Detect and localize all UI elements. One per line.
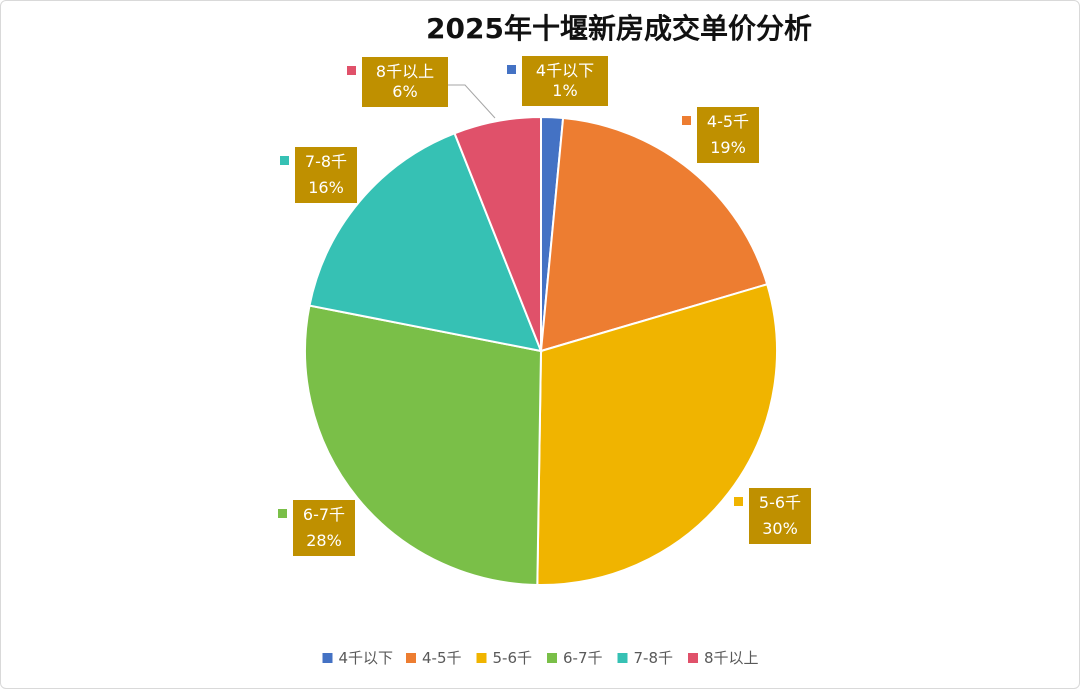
- legend: 4千以下 4-5千 5-6千 6-7千 7-8千 8千以上: [322, 649, 759, 667]
- data-label-key: [507, 65, 516, 74]
- legend-label: 5-6千: [493, 649, 533, 667]
- data-label-category: 8千以上: [376, 62, 434, 81]
- leader-lines: [448, 84, 496, 119]
- legend-label: 7-8千: [634, 649, 674, 667]
- legend-label: 6-7千: [563, 649, 603, 667]
- data-label-box: [293, 500, 355, 556]
- legend-key: [617, 653, 628, 663]
- data-label-category: 4-5千: [707, 112, 749, 131]
- data-label-key: [278, 509, 287, 518]
- legend-item-6: 8千以上: [688, 649, 759, 667]
- legend-item-5: 7-8千: [617, 649, 674, 667]
- pie-slice-3: [536, 283, 778, 586]
- data-label-2: 4-5千 19%: [682, 107, 759, 163]
- data-label-percent: 6%: [392, 82, 417, 101]
- data-label-percent: 30%: [762, 519, 798, 538]
- data-label-box: [697, 107, 759, 163]
- data-label-category: 7-8千: [305, 152, 347, 171]
- pie-slice-2: [539, 116, 769, 353]
- data-label-box: [522, 56, 608, 106]
- data-label-key: [280, 156, 289, 165]
- legend-label: 8千以上: [704, 649, 759, 667]
- data-label-box: [295, 147, 357, 203]
- legend-key: [547, 653, 557, 663]
- legend-key: [688, 653, 698, 663]
- data-label-key: [682, 116, 691, 125]
- legend-key: [322, 653, 333, 663]
- data-label-box: [749, 488, 811, 544]
- leader-line: [448, 84, 496, 119]
- legend-item-4: 6-7千: [547, 649, 603, 667]
- legend-item-3: 5-6千: [476, 649, 533, 667]
- pie-slice-6: [453, 115, 542, 352]
- data-label-5: 7-8千 16%: [280, 147, 357, 203]
- data-label-percent: 16%: [308, 178, 344, 197]
- data-label-percent: 28%: [306, 531, 342, 550]
- data-label-key: [347, 66, 356, 75]
- data-label-3: 5-6千 30%: [734, 488, 811, 544]
- legend-label: 4-5千: [422, 649, 462, 667]
- pie-slice-4: [304, 304, 543, 586]
- legend-key: [406, 653, 416, 663]
- data-label-4: 6-7千 28%: [278, 500, 355, 556]
- data-label-percent: 1%: [552, 81, 577, 100]
- pie-slice-5: [308, 131, 543, 353]
- legend-item-2: 4-5千: [406, 649, 462, 667]
- data-label-box: [362, 57, 448, 107]
- data-label-category: 6-7千: [303, 505, 345, 524]
- legend-item-1: 4千以下: [322, 649, 394, 667]
- data-label-category: 5-6千: [759, 493, 801, 512]
- data-label-key: [734, 497, 743, 506]
- pie-slices: [304, 115, 778, 586]
- legend-label: 4千以下: [339, 649, 394, 667]
- data-label-percent: 19%: [710, 138, 746, 157]
- data-label-category: 4千以下: [536, 61, 594, 80]
- legend-key: [476, 653, 487, 663]
- chart-title: 2025年十堰新房成交单价分析: [426, 12, 812, 45]
